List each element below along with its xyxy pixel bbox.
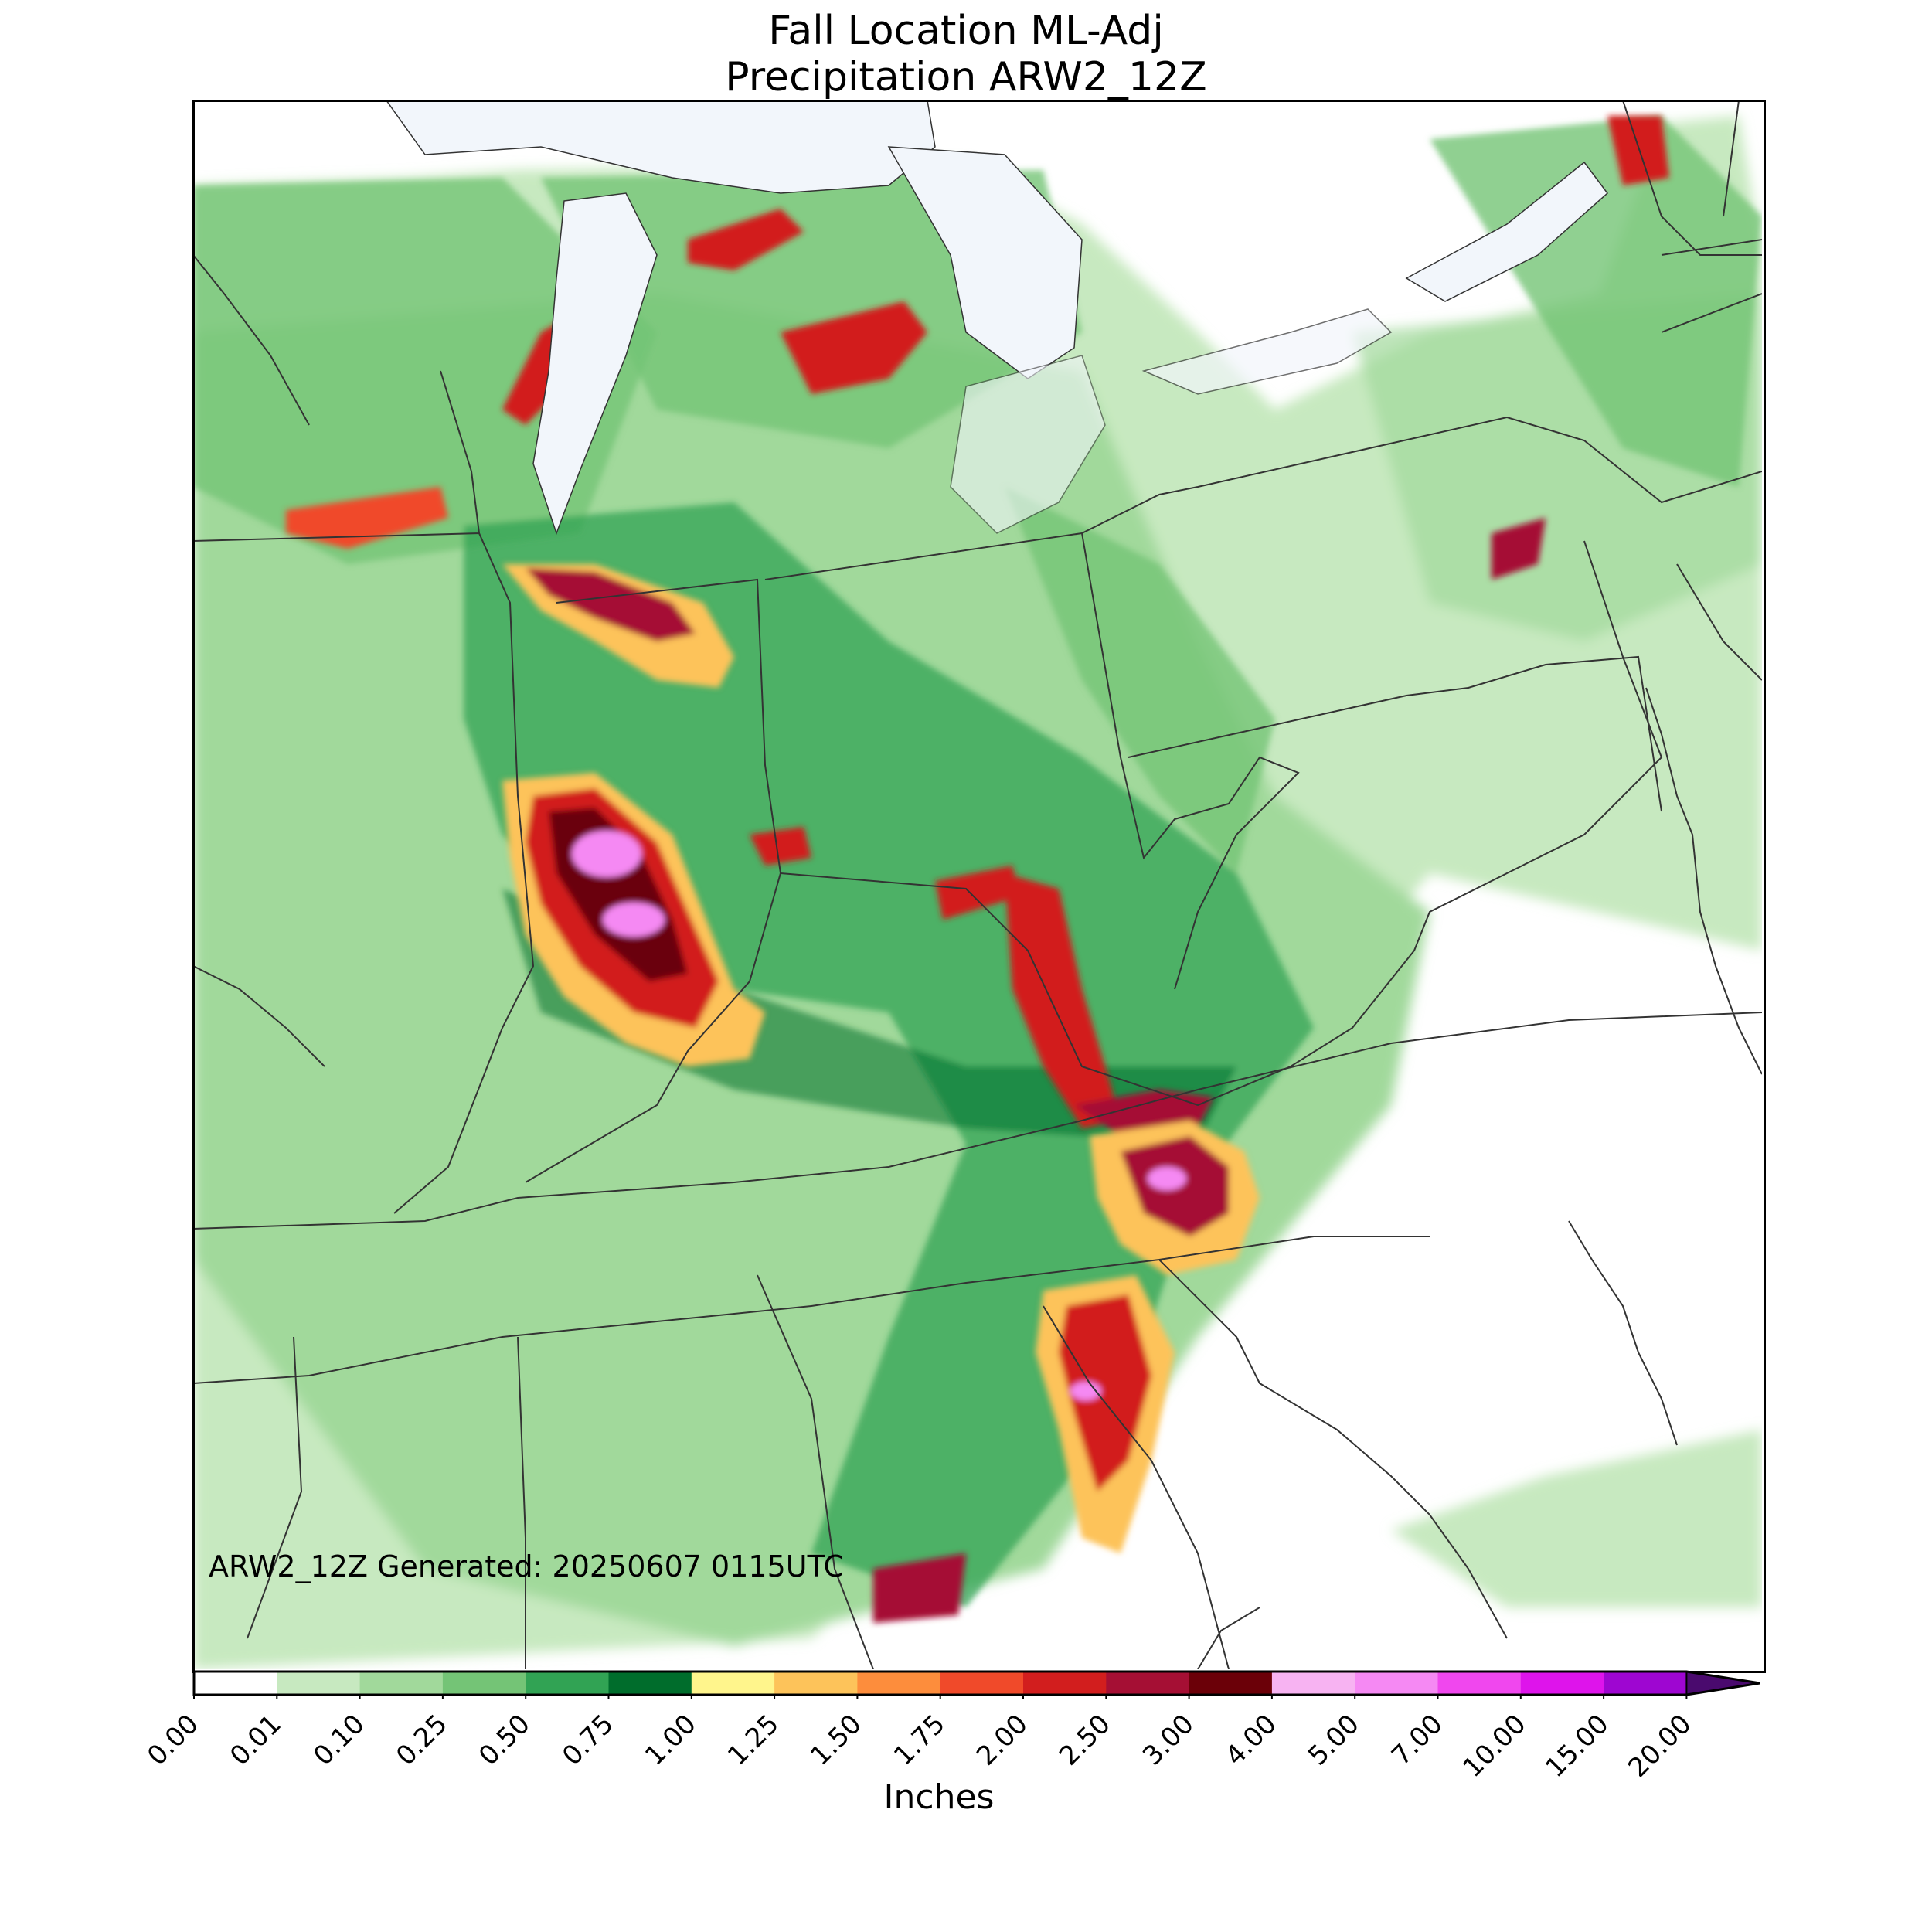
colorbar-tick-label: 1.00 [638, 1708, 702, 1772]
map-canvas [193, 100, 1762, 1669]
map-title-line1: Fall Location ML-Adj [768, 8, 1164, 54]
colorbar-cell [1437, 1672, 1522, 1695]
great-lakes [386, 100, 1609, 536]
precipitation-field [193, 100, 1762, 1669]
colorbar-tick-label: 1.75 [887, 1708, 951, 1772]
colorbar-cell [1106, 1672, 1190, 1695]
colorbar-tick-label: 4.00 [1219, 1708, 1283, 1772]
colorbar-tick-label: 0.01 [224, 1708, 288, 1772]
colorbar [192, 1670, 1760, 1699]
colorbar-tick-label: 5.00 [1302, 1708, 1366, 1772]
colorbar-tick-label: 0.75 [556, 1708, 620, 1772]
colorbar-tick-label: 3.00 [1136, 1708, 1200, 1772]
colorbar-cell [608, 1672, 692, 1695]
state-borders [193, 100, 1762, 1669]
colorbar-cell [774, 1672, 858, 1695]
colorbar-tick-label: 15.00 [1539, 1708, 1615, 1784]
colorbar-cell [1189, 1672, 1273, 1695]
colorbar-tick-label: 1.25 [722, 1708, 785, 1772]
colorbar-tick-label: 0.25 [389, 1708, 454, 1772]
colorbar-cell [940, 1672, 1024, 1695]
colorbar-tick-label: 0.10 [307, 1708, 371, 1772]
colorbar-cell [526, 1672, 609, 1695]
colorbar-tick-label: 7.00 [1385, 1708, 1449, 1772]
colorbar-tick-label: 20.00 [1622, 1708, 1698, 1784]
coastline [193, 563, 1762, 1669]
colorbar-cell [1023, 1672, 1107, 1695]
colorbar-cell [194, 1672, 277, 1695]
colorbar-cell [691, 1672, 775, 1695]
colorbar-cell [857, 1672, 941, 1695]
colorbar-label: Inches [883, 1777, 995, 1817]
colorbar-cell [442, 1672, 526, 1695]
colorbar-cell [1271, 1672, 1355, 1695]
colorbar-tick-label: 10.00 [1457, 1708, 1532, 1784]
colorbar-cell [1355, 1672, 1438, 1695]
colorbar-tick-label: 2.50 [1053, 1708, 1117, 1772]
colorbar-tick-label: 1.50 [804, 1708, 869, 1772]
colorbar-cell [1604, 1672, 1687, 1695]
precipitation-map [193, 100, 1762, 1669]
colorbar-tick-label: 2.00 [971, 1708, 1034, 1772]
colorbar-extend-arrow [1685, 1670, 1760, 1696]
generated-label: ARW2_12Z Generated: 20250607 0115UTC [209, 1549, 845, 1583]
colorbar-cell [1520, 1672, 1604, 1695]
colorbar-tick-label: 0.50 [473, 1708, 537, 1772]
colorbar-cell [359, 1672, 444, 1695]
map-title-line2: Precipitation ARW2_12Z [725, 54, 1207, 100]
colorbar-tick-label: 0.00 [141, 1708, 205, 1772]
colorbar-cell [277, 1672, 361, 1695]
